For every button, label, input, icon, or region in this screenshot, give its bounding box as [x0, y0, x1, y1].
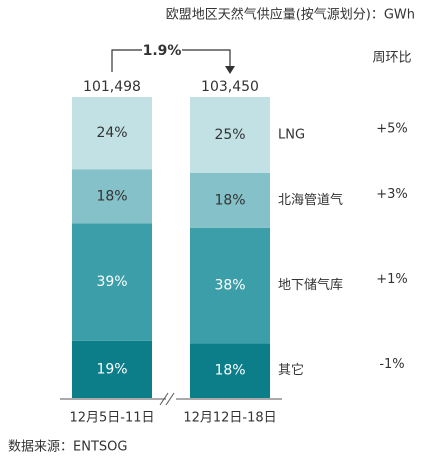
change-label: -1%	[379, 357, 404, 372]
segment-label: 24%	[96, 125, 127, 141]
change-arrow	[182, 49, 231, 68]
x-tick-label: 12月5日-11日	[69, 411, 154, 426]
bar-segment	[190, 343, 270, 398]
change-arrow	[111, 49, 142, 72]
bar-segment	[190, 173, 270, 228]
segment-label: 18%	[214, 363, 245, 379]
bar-segment	[72, 97, 152, 170]
source: 数据来源：ENTSOG	[8, 440, 127, 455]
segment-label: 19%	[96, 361, 127, 377]
total-label: 101,498	[83, 79, 141, 95]
segment-label: 18%	[214, 192, 245, 208]
change-header: 周环比	[372, 51, 411, 66]
bar-segment	[72, 169, 152, 224]
bar-segment	[72, 223, 152, 341]
x-tick-label: 12月12日-18日	[183, 411, 276, 426]
segment-label: 39%	[96, 274, 127, 290]
segment-label: 25%	[214, 127, 245, 143]
legend-label: LNG	[278, 128, 305, 143]
bar-segment	[190, 97, 270, 174]
arrow-head	[225, 66, 235, 74]
legend-label: 地下储气库	[278, 277, 343, 293]
total-label: 103,450	[201, 79, 259, 95]
change-label: +1%	[376, 272, 408, 287]
change-annotation: 1.9%	[143, 43, 182, 59]
bar-segment	[72, 340, 152, 398]
segment-label: 18%	[96, 188, 127, 204]
axis-break	[165, 392, 175, 406]
axis-break	[159, 392, 169, 406]
legend-label: 北海管道气	[278, 192, 343, 208]
bar-segment	[190, 227, 270, 344]
chart-title: 欧盟地区天然气供应量(按气源划分)：GWh	[166, 7, 415, 23]
change-label: +3%	[376, 187, 408, 202]
segment-label: 38%	[214, 278, 245, 294]
change-label: +5%	[376, 122, 408, 137]
legend-label: 其它	[278, 362, 304, 378]
